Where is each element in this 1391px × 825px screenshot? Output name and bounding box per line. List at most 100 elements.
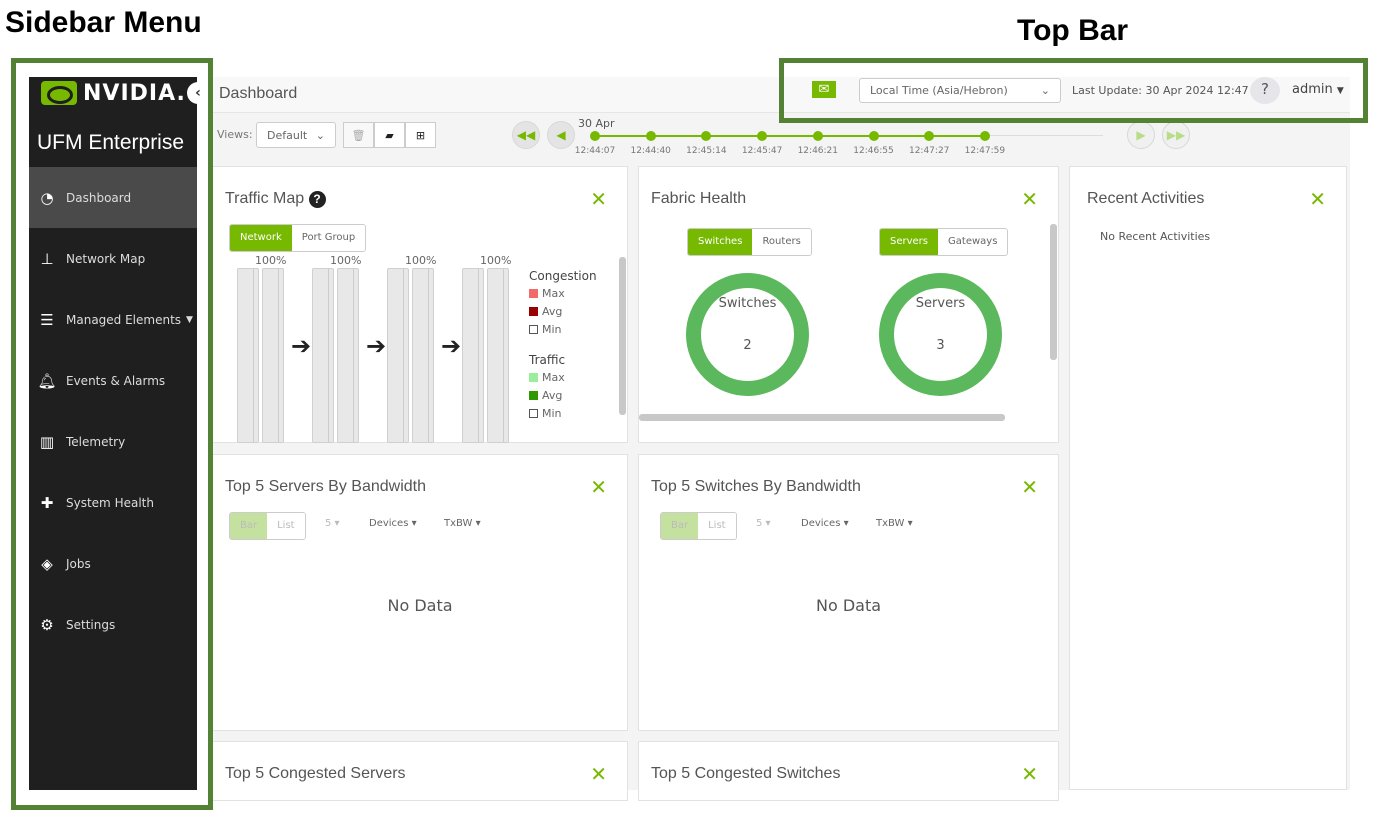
page-title: Dashboard [219, 85, 298, 102]
sidebar-item-events-alarms[interactable]: 🔔︎ Events & Alarms [29, 350, 197, 411]
top-switches-widget: Top 5 Switches By Bandwidth ✕ Bar List 5 … [638, 454, 1059, 731]
fast-forward-icon: ▶▶ [1166, 128, 1186, 142]
widget-title: Top 5 Congested Switches [651, 765, 841, 782]
count-dropdown[interactable]: 5 ▾ [325, 518, 340, 529]
rack[interactable] [312, 268, 334, 443]
rack[interactable] [412, 268, 434, 443]
fabric-health-widget: Fabric Health ✕ Switches Routers Servers G… [638, 166, 1059, 443]
metric-dropdown[interactable]: TxBW ▾ [876, 518, 913, 529]
sidebar-item-system-health[interactable]: ✚ System Health [29, 472, 197, 533]
sidebar-item-network-map[interactable]: ⊥ Network Map [29, 228, 197, 289]
tab-routers[interactable]: Routers [752, 229, 811, 255]
sidebar-item-telemetry[interactable]: ▥ Telemetry [29, 411, 197, 472]
fast-forward-button[interactable]: ▶▶ [1162, 121, 1190, 149]
timeline-point[interactable] [979, 131, 990, 141]
timeline-tick-label: 12:44:40 [630, 146, 671, 156]
tab-gateways[interactable]: Gateways [938, 229, 1008, 255]
sidebar-item-jobs[interactable]: ◈ Jobs [29, 533, 197, 594]
timeline-point[interactable] [757, 131, 768, 141]
tab-network[interactable]: Network [230, 225, 292, 251]
step-back-button[interactable]: ◀ [547, 121, 575, 149]
save-view-button[interactable]: ▰ [374, 122, 405, 148]
tab-list[interactable]: List [267, 513, 305, 539]
metric-dropdown[interactable]: TxBW ▾ [444, 518, 481, 529]
timeline-tick-label: 12:47:59 [964, 146, 1006, 156]
rack[interactable] [387, 268, 409, 443]
close-widget-button[interactable]: ✕ [1021, 187, 1038, 211]
close-widget-button[interactable]: ✕ [590, 475, 607, 499]
rack[interactable] [262, 268, 284, 443]
horizontal-scrollbar[interactable] [639, 414, 1005, 421]
timeline-point[interactable] [645, 131, 656, 141]
timeline-point[interactable] [590, 131, 600, 141]
sidebar-item-managed-elements[interactable]: ☰ Managed Elements ▼ [29, 289, 197, 350]
close-widget-button[interactable]: ✕ [1309, 187, 1326, 211]
sidebar-item-settings[interactable]: ⚙ Settings [29, 594, 197, 655]
sidebar-item-label: Settings [66, 617, 116, 632]
legend-swatch [529, 391, 538, 400]
timeline-point[interactable] [701, 131, 712, 141]
chevron-down-icon: ▼ [186, 314, 193, 325]
envelope-icon[interactable]: ✉ [812, 81, 836, 98]
metric-value: TxBW [876, 518, 905, 529]
congestion-legend-title: Congestion [529, 269, 597, 283]
timeline-point[interactable] [868, 131, 879, 141]
rack[interactable] [462, 268, 484, 443]
views-select[interactable]: Default ⌄ [256, 122, 336, 148]
chevron-left-icon[interactable]: ‹ [187, 82, 209, 104]
help-circle-icon[interactable]: ? [308, 191, 326, 208]
widget-title: Top 5 Congested Servers [225, 765, 406, 782]
no-data-message: No Data [815, 596, 882, 615]
close-widget-button[interactable]: ✕ [1021, 762, 1038, 786]
legend-label: Avg [542, 389, 563, 402]
tab-switches[interactable]: Switches [688, 229, 753, 255]
rack[interactable] [237, 268, 259, 443]
sidebar-item-dashboard[interactable]: ◔ Dashboard [29, 167, 197, 228]
annotation-topbar-box [779, 58, 1368, 123]
congested-servers-widget: Top 5 Congested Servers ✕ [212, 741, 628, 801]
rewind-button[interactable]: ◀◀ [512, 121, 540, 149]
legend-label: Min [542, 407, 562, 420]
product-name: UFM Enterprise [37, 131, 185, 154]
congestion-legend-item[interactable]: Max [529, 287, 565, 300]
sidebar-item-label: Network Map [66, 251, 146, 266]
brand-text: NVIDIA. [83, 80, 186, 106]
bell-icon: 🔔︎ [37, 371, 57, 390]
tab-list[interactable]: List [698, 513, 736, 539]
timezone-select[interactable]: Local Time (Asia/Hebron) ⌄ [859, 78, 1061, 103]
rack[interactable] [337, 268, 359, 443]
tab-bar[interactable]: Bar [661, 513, 699, 539]
close-widget-button[interactable]: ✕ [590, 762, 607, 786]
close-widget-button[interactable]: ✕ [1021, 475, 1038, 499]
tab-servers[interactable]: Servers [880, 229, 939, 255]
recent-activities-widget: Recent Activities ✕ No Recent Activities [1069, 166, 1347, 790]
main-content: Dashboard ✉ Local Time (Asia/Hebron) ⌄ La… [210, 77, 1350, 801]
user-menu[interactable]: admin ▼ [1292, 82, 1344, 97]
congestion-legend-item[interactable]: Min [529, 323, 562, 336]
help-button[interactable]: ? [1250, 77, 1280, 104]
rack[interactable] [487, 268, 509, 443]
traffic-legend-item[interactable]: Avg [529, 389, 562, 402]
traffic-legend-item[interactable]: Max [529, 371, 565, 384]
devices-dropdown[interactable]: Devices ▾ [801, 518, 849, 529]
congestion-legend-item[interactable]: Avg [529, 305, 562, 318]
delete-view-button[interactable]: 🗑︎ [343, 122, 374, 148]
timeline-point[interactable] [812, 131, 823, 141]
count-dropdown[interactable]: 5 ▾ [756, 518, 771, 529]
add-widget-button[interactable]: ⊞ [405, 122, 436, 148]
sidebar-item-label: Jobs [66, 556, 91, 571]
timeline-tick-label: 12:46:55 [853, 146, 894, 156]
vertical-scrollbar[interactable] [1050, 224, 1057, 360]
bar-chart-icon: ▥ [39, 432, 55, 451]
timeline-point[interactable] [924, 131, 935, 141]
tab-port-group[interactable]: Port Group [291, 225, 366, 251]
close-widget-button[interactable]: ✕ [590, 187, 607, 211]
traffic-legend-item[interactable]: Min [529, 407, 562, 420]
step-forward-button[interactable]: ▶ [1127, 121, 1155, 149]
cube-icon: ◈ [41, 554, 53, 573]
switch-tabs: Switches Routers [687, 228, 812, 256]
scrollbar[interactable] [619, 257, 626, 415]
tab-bar[interactable]: Bar [230, 513, 268, 539]
devices-dropdown[interactable]: Devices ▾ [369, 518, 417, 529]
legend-label: Avg [542, 305, 563, 318]
